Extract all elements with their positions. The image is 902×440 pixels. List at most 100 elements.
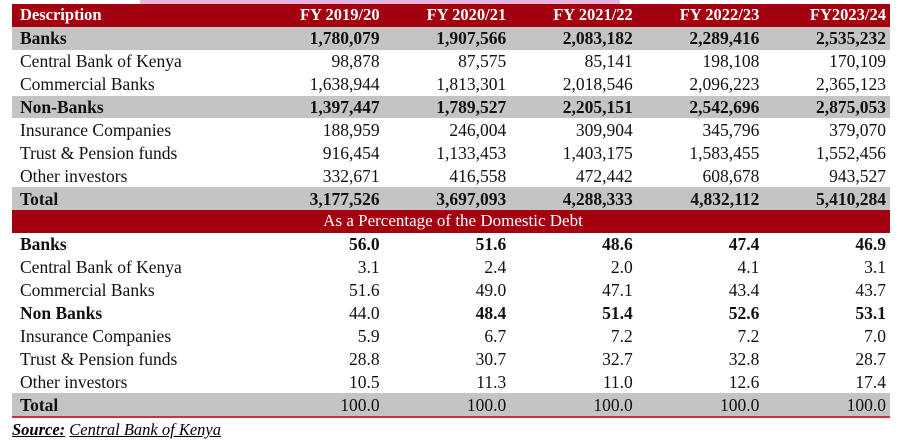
value-cell: 53.1	[855, 303, 886, 324]
value-cell: 47.1	[602, 280, 633, 301]
value-cell: 2,018,546	[562, 74, 633, 95]
table-row: Total 3,177,526 3,697,093 4,288,333 4,832,11…	[12, 187, 890, 211]
header-row: Description FY 2019/20 FY 2020/21 FY 2021/2…	[12, 4, 890, 27]
column-header: FY2023/24	[763, 4, 890, 27]
value-cell: 379,070	[829, 119, 886, 140]
value-cell: 2,542,696	[636, 95, 764, 119]
value-cell: 309,904	[575, 119, 633, 140]
source-label: Source:	[12, 420, 66, 439]
value-cell: 48.6	[602, 234, 633, 255]
value-cell: 4,832,112	[636, 187, 764, 211]
value-cell: 170,109	[829, 51, 886, 72]
value-cell: 11.3	[476, 371, 507, 392]
value-cell: 98,878	[331, 51, 380, 72]
value-cell: 56.0	[348, 234, 380, 255]
table-row: Commercial Banks 1,638,944 1,813,301 2,018,…	[12, 73, 890, 96]
value-cell: 49.0	[475, 280, 507, 301]
column-header: FY 2020/21	[383, 4, 511, 27]
value-cell: 87,575	[458, 51, 507, 72]
value-cell: 472,442	[575, 165, 633, 186]
value-cell: 608,678	[702, 165, 760, 186]
table-row: Insurance Companies 188,959 246,004 309,904…	[12, 118, 890, 141]
value-cell: 3.1	[864, 257, 886, 278]
top-strip	[140, 0, 620, 4]
value-cell: 100.0	[763, 393, 890, 419]
row-label: Commercial Banks	[20, 280, 155, 301]
value-cell: 28.8	[348, 348, 380, 369]
value-cell: 32.7	[602, 348, 633, 369]
value-cell: 2,875,053	[763, 95, 890, 119]
value-cell: 1,583,455	[689, 142, 760, 163]
table-row: Banks 1,780,079 1,907,566 2,083,182 2,289,41…	[12, 26, 890, 50]
value-cell: 7.0	[864, 325, 886, 346]
value-cell: 916,454	[322, 142, 380, 163]
value-cell: 5.9	[357, 325, 380, 346]
value-cell: 30.7	[475, 348, 507, 369]
table-row: Non-Banks 1,397,447 1,789,527 2,205,151 2,54…	[12, 95, 890, 119]
row-label: Non-Banks	[12, 95, 258, 119]
value-cell: 11.0	[602, 371, 633, 392]
row-label: Commercial Banks	[20, 74, 155, 95]
value-cell: 188,959	[322, 119, 380, 140]
value-cell: 7.2	[610, 325, 633, 346]
value-cell: 1,403,175	[562, 142, 633, 163]
value-cell: 43.4	[728, 280, 760, 301]
row-label: Total	[12, 187, 258, 211]
table-row: Non Banks 44.0 48.4 51.4 52.6 53.1	[12, 302, 890, 325]
value-cell: 416,558	[449, 165, 507, 186]
source-note: Source: Central Bank of Kenya	[12, 420, 221, 440]
value-cell: 46.9	[855, 234, 886, 255]
row-label: Insurance Companies	[20, 325, 172, 346]
value-cell: 1,813,301	[436, 74, 507, 95]
value-cell: 3,697,093	[383, 187, 511, 211]
value-cell: 2.0	[610, 257, 633, 278]
value-cell: 43.7	[855, 280, 886, 301]
value-cell: 100.0	[383, 393, 511, 419]
row-label: Insurance Companies	[20, 119, 172, 140]
row-label: Trust & Pension funds	[20, 348, 178, 369]
value-cell: 1,133,453	[436, 142, 507, 163]
table-row: Trust & Pension funds 916,454 1,133,453 1,4…	[12, 141, 890, 164]
value-cell: 2,096,223	[689, 74, 760, 95]
value-cell: 17.4	[855, 371, 886, 392]
row-label: Other investors	[20, 371, 128, 392]
value-cell: 12.6	[728, 371, 760, 392]
table-row: Other investors 332,671 416,558 472,442 608,…	[12, 164, 890, 187]
value-cell: 32.8	[728, 348, 760, 369]
value-cell: 198,108	[702, 51, 760, 72]
value-cell: 246,004	[449, 119, 507, 140]
value-cell: 4.1	[737, 257, 760, 278]
value-cell: 51.4	[602, 303, 633, 324]
table-row: Total 100.0 100.0 100.0 100.0 100.0	[12, 393, 890, 419]
value-cell: 3,177,526	[257, 187, 384, 211]
value-cell: 5,410,284	[763, 187, 890, 211]
value-cell: 7.2	[737, 325, 760, 346]
value-cell: 1,780,079	[257, 26, 384, 50]
value-cell: 943,527	[829, 165, 886, 186]
value-cell: 44.0	[348, 303, 380, 324]
row-label: Central Bank of Kenya	[20, 257, 182, 278]
value-cell: 345,796	[702, 119, 760, 140]
row-label: Other investors	[20, 165, 128, 186]
value-cell: 100.0	[636, 393, 764, 419]
value-cell: 3.1	[357, 257, 380, 278]
row-label: Banks	[20, 234, 67, 255]
value-cell: 1,638,944	[309, 74, 380, 95]
table-row: Commercial Banks 51.6 49.0 47.1 43.4 43.7	[12, 279, 890, 302]
table-row: Trust & Pension funds 28.8 30.7 32.7 32.8 28.…	[12, 347, 890, 370]
row-label: Trust & Pension funds	[20, 142, 178, 163]
value-cell: 51.6	[475, 234, 507, 255]
value-cell: 52.6	[728, 303, 760, 324]
value-cell: 2.4	[484, 257, 507, 278]
value-cell: 1,397,447	[257, 95, 384, 119]
value-cell: 2,535,232	[763, 26, 890, 50]
section-title: As a Percentage of the Domestic Debt	[12, 210, 890, 233]
value-cell: 100.0	[257, 393, 384, 419]
value-cell: 85,141	[584, 51, 633, 72]
value-cell: 4,288,333	[510, 187, 637, 211]
value-cell: 1,789,527	[383, 95, 511, 119]
value-cell: 2,365,123	[816, 74, 886, 95]
value-cell: 332,671	[322, 165, 380, 186]
value-cell: 2,083,182	[510, 26, 637, 50]
section-header-row: As a Percentage of the Domestic Debt	[12, 210, 890, 233]
